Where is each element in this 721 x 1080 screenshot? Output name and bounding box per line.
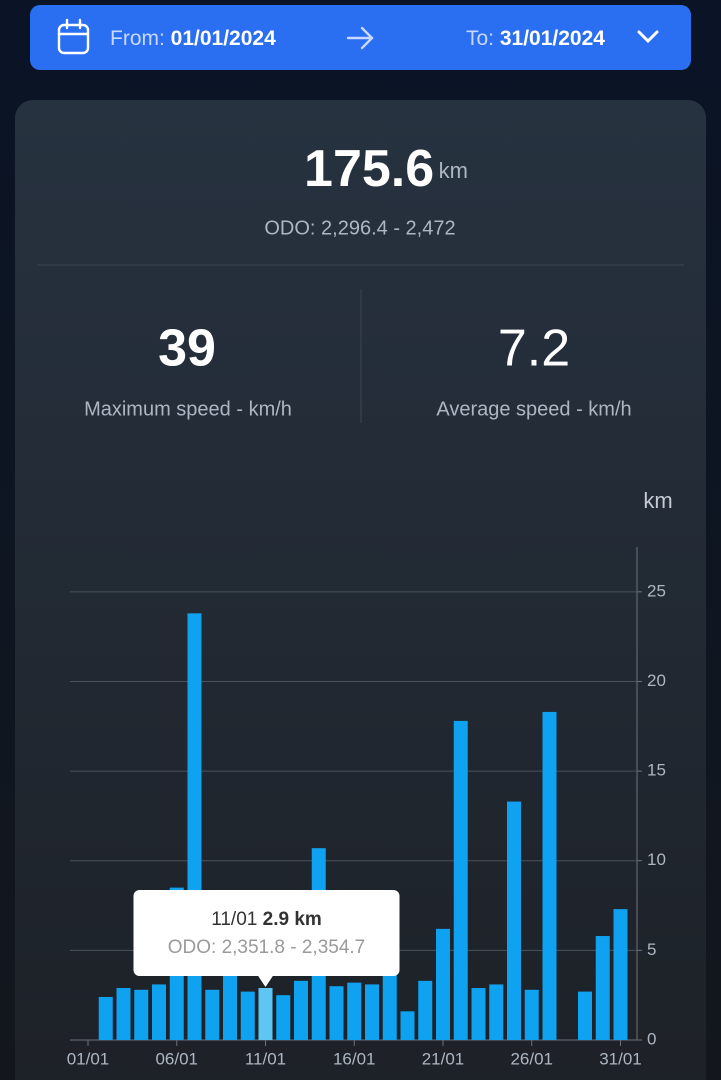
- bar: [595, 936, 610, 1040]
- bar: [240, 991, 255, 1040]
- bar: [152, 984, 166, 1040]
- to-range: To: 31/01/2024: [466, 27, 605, 50]
- y-tick-label: 5: [647, 940, 656, 959]
- avg-speed-value: 7.2: [498, 320, 570, 378]
- bar: [98, 996, 113, 1040]
- tooltip-date: 11/01: [211, 909, 257, 930]
- y-tick-label: 10: [647, 850, 666, 869]
- bar: [329, 986, 344, 1040]
- bar: [116, 988, 131, 1040]
- bar: [365, 984, 379, 1040]
- from-range: From: 01/01/2024: [110, 27, 276, 50]
- bar: [453, 720, 468, 1040]
- x-tick-label: 31/01: [599, 1049, 642, 1068]
- y-tick-label: 25: [647, 581, 666, 600]
- y-tick-label: 20: [647, 671, 666, 690]
- bar: [542, 711, 557, 1040]
- chevron-icon[interactable]: [637, 30, 659, 44]
- arrow-icon: [346, 26, 374, 50]
- avg-speed-label: Average speed - km/h: [436, 398, 631, 420]
- from-label: From:: [110, 27, 165, 50]
- from-date: 01/01/2024: [171, 27, 276, 50]
- y-unit: km: [643, 488, 672, 513]
- tooltip-title: 11/01 2.9 km: [211, 909, 322, 930]
- distance-value: 175.6: [304, 140, 434, 198]
- to-label: To:: [466, 27, 494, 50]
- to-date: 31/01/2024: [500, 27, 605, 50]
- bar: [258, 988, 273, 1040]
- calendar-icon: [57, 18, 90, 55]
- max-speed-label: Maximum speed - km/h: [84, 398, 292, 420]
- tooltip-box: [133, 890, 400, 976]
- x-tick-label: 21/01: [422, 1049, 465, 1068]
- bar: [507, 801, 521, 1040]
- bar: [382, 970, 397, 1040]
- bar: [613, 909, 628, 1040]
- odo-range: ODO: 2,296.4 - 2,472: [264, 217, 455, 239]
- x-tick-label: 01/01: [67, 1049, 110, 1068]
- x-tick-label: 16/01: [333, 1049, 376, 1068]
- bar: [471, 988, 486, 1040]
- total-distance: 175.6 km: [304, 140, 468, 198]
- max-speed-value: 39: [158, 320, 216, 378]
- plot: 0 5 10 15 20 25 01/01 06/01 11/01 16/01 21/01 26/01…: [67, 581, 666, 1068]
- y-tick-label: 0: [647, 1029, 656, 1048]
- bar: [134, 989, 149, 1040]
- bar: [276, 995, 291, 1040]
- bar: [436, 928, 450, 1040]
- tooltip-distance: 2.9 km: [263, 909, 322, 930]
- bar: [347, 982, 362, 1040]
- distance-unit: km: [439, 158, 468, 183]
- bar: [223, 975, 237, 1040]
- tooltip-odo: ODO: 2,351.8 - 2,354.7: [168, 937, 366, 958]
- bar: [578, 991, 592, 1040]
- x-tick-label: 26/01: [510, 1049, 553, 1068]
- bar: [400, 1011, 415, 1040]
- bar: [294, 980, 308, 1040]
- bar: [418, 980, 433, 1040]
- x-tick-label: 11/01: [245, 1049, 286, 1068]
- y-tick-label: 15: [647, 761, 666, 780]
- bar: [524, 989, 539, 1040]
- tooltip-pointer: [257, 975, 274, 987]
- bar: [489, 984, 504, 1040]
- bar: [205, 989, 220, 1040]
- x-tick-label: 06/01: [155, 1049, 198, 1068]
